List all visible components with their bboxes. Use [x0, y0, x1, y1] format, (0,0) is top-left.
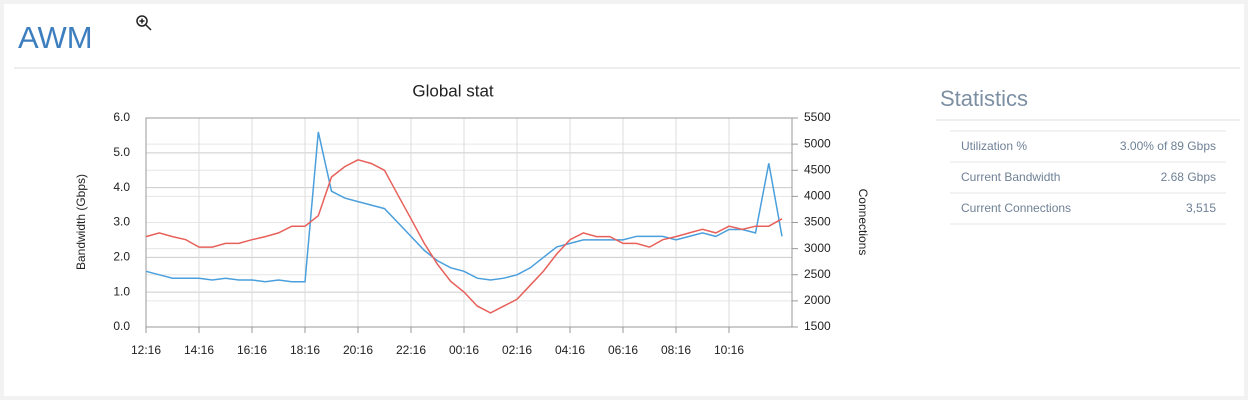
x-tick-label: 04:16	[555, 343, 585, 357]
y-tick-label: 3.0	[113, 215, 130, 229]
plot-frame	[145, 117, 793, 328]
stat-label: Utilization %	[961, 139, 1027, 153]
y-tick-label: 4.0	[113, 180, 130, 194]
stat-value: 2.68 Gbps	[1161, 170, 1216, 184]
y2-tick-label: 1500	[804, 319, 831, 333]
y-axis-label: Bandwidth (Gbps)	[74, 174, 88, 270]
stats-title: Statistics	[940, 86, 1028, 111]
panel	[4, 4, 1244, 396]
x-tick-label: 16:16	[237, 343, 267, 357]
stat-value: 3,515	[1186, 201, 1216, 215]
x-tick-label: 10:16	[714, 343, 744, 357]
y2-tick-label: 5000	[804, 136, 831, 150]
x-tick-label: 22:16	[396, 343, 426, 357]
chart: 0.0 1.0 2.0 3.0 4.0 5.0 6.0 1500 2000 2500 3000 350…	[113, 110, 831, 357]
x-tick-label: 14:16	[184, 343, 214, 357]
y-tick-label: 6.0	[113, 110, 130, 124]
stat-label: Current Bandwidth	[961, 170, 1060, 184]
y2-tick-label: 2000	[804, 293, 831, 307]
series-line	[145, 131, 783, 283]
x-tick-label: 18:16	[290, 343, 320, 357]
y2-tick-label: 4500	[804, 162, 831, 176]
y2-axis-label: Connections	[856, 189, 870, 256]
y-tick-label: 0.0	[113, 319, 130, 333]
x-tick-label: 12:16	[131, 343, 161, 357]
y2-tick-label: 3500	[804, 215, 831, 229]
stat-value: 3.00% of 89 Gbps	[1120, 139, 1216, 153]
y-tick-label: 5.0	[113, 145, 130, 159]
x-tick-label: 00:16	[449, 343, 479, 357]
y2-tick-label: 3000	[804, 241, 831, 255]
x-tick-label: 06:16	[608, 343, 638, 357]
stats-table: Utilization % 3.00% of 89 Gbps Current Ban…	[950, 130, 1226, 225]
y2-tick-label: 4000	[804, 189, 831, 203]
y2-tick-label: 2500	[804, 267, 831, 281]
app-title: AWM	[18, 20, 93, 55]
stat-label: Current Connections	[961, 201, 1071, 215]
chart-title: Global stat	[412, 81, 494, 100]
y2-tick-label: 5500	[804, 110, 831, 124]
series-line	[145, 158, 783, 314]
y-tick-label: 1.0	[113, 284, 130, 298]
zoom-icon[interactable]	[136, 15, 152, 31]
x-tick-label: 08:16	[661, 343, 691, 357]
x-tick-label: 20:16	[343, 343, 373, 357]
y-tick-label: 2.0	[113, 250, 130, 264]
x-tick-label: 02:16	[502, 343, 532, 357]
